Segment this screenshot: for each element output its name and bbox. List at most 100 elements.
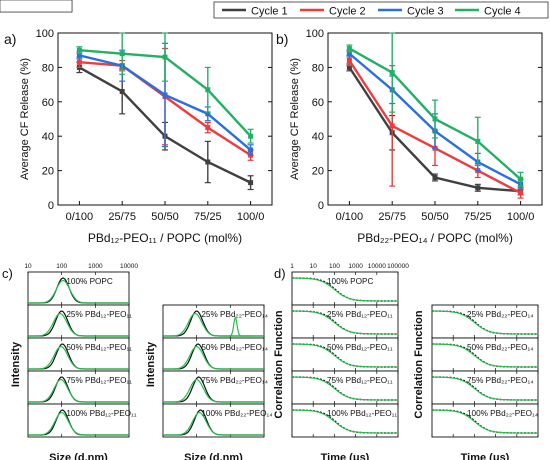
x-axis-label: Time (μs) [321,452,370,460]
row-label: 100% PBd₂₂-PEO₁₄ [467,409,539,418]
data-point [475,185,481,191]
row-frame [291,370,399,405]
final-correlation [292,409,398,434]
stack-panel-5: 25% PBd₂₂-PEO₁₄ 50% PBd₂₂-PEO₁₄ 75% PBd₂₂-… [413,304,539,460]
row-label: 100% POPC [327,277,374,286]
row-label: 75% PBd₁₂-PEO₁₁ [66,376,132,385]
data-point [432,174,438,180]
mini-legend-initial: Initial [0,0,25,3]
top-tick-label: 10 [310,263,318,270]
row-frame [27,337,130,372]
final-correlation [292,310,398,335]
data-point [432,116,438,122]
row-frame [162,370,265,405]
final-correlation [432,376,538,401]
panel-label: c) [2,266,13,281]
data-point [389,123,395,129]
top-tick-label: 1 [290,263,294,270]
final-correlation [432,343,538,368]
y-tick-label: 60 [42,97,54,109]
row-frame [291,271,399,306]
data-point [389,70,395,76]
x-axis-label: PBd₂₂-PEO₁₄ / POPC (mol%) [357,231,513,245]
data-point [205,159,211,165]
top-tick-label: 10000 [368,263,386,270]
data-point [76,47,82,53]
row-label: 25% PBd₂₂-PEO₁₄ [467,310,534,319]
final-correlation [432,310,538,335]
top-tick-label: 100 [329,263,340,270]
final-distribution [163,411,264,436]
row-frame [431,403,539,438]
final-correlation [292,376,398,401]
row-frame [27,403,130,438]
y-tick-label: 80 [312,62,324,74]
y-tick-label: 20 [312,166,324,178]
x-tick-label: 100/0 [237,211,265,223]
data-point [475,138,481,144]
data-point [518,190,524,196]
final-distribution [28,279,129,304]
row-frame [291,304,399,339]
row-label: 25% PBd₁₂-PEO₁₁ [327,310,393,319]
y-tick-label: 80 [42,62,54,74]
legend-label: Cycle 3 [407,6,444,18]
data-point [205,125,211,131]
data-point [346,51,352,57]
top-tick-label: 10000 [120,263,138,270]
data-point [518,176,524,182]
y-tick-label: 60 [312,97,324,109]
chart-panel-a: 0 20 40 60 80 100 0/100 25/75 50/50 75/25 100/0 PBd… [4,28,273,245]
row-frame [27,304,130,339]
panel-label: d) [274,266,286,281]
final-distribution [28,411,129,436]
final-distribution [28,378,129,403]
row-frame [27,271,130,306]
x-tick-label: 25/75 [108,211,136,223]
top-tick-label: 100 [56,263,67,270]
row-frame [291,403,399,438]
top-tick-label: 10 [24,263,32,270]
stack-panel-3: 25% PBd₂₂-PEO₁₄ 50% PBd₂₂-PEO₁₄ 75% PBd₂₂-… [145,304,273,460]
y-tick-label: 100 [306,28,324,40]
x-axis-label: PBd₁₂-PEO₁₁ / POPC (mol%) [88,231,242,245]
data-point [205,87,211,93]
data-point [162,54,168,60]
chart-panel-b: 0 20 40 60 80 100 0/100 25/75 50/50 75/25 100/0 PBd… [276,28,543,245]
mini-legend-final: Final [0,0,22,3]
row-label: 75% PBd₂₂-PEO₁₄ [201,376,268,385]
y-axis-label: Average CF Release (%) [289,58,301,180]
x-tick-label: 0/100 [336,211,364,223]
panel-label: b) [276,31,288,47]
x-tick-label: 0/100 [66,211,94,223]
x-tick-label: 25/75 [378,211,406,223]
row-label: 100% PBd₂₂-PEO₁₄ [201,409,273,418]
x-axis-label: Size (d.nm) [49,452,108,460]
row-label: 100% PBd₁₂-PEO₁₁ [327,409,397,418]
data-point [76,59,82,65]
row-label: 75% PBd₂₂-PEO₁₄ [467,376,534,385]
row-label: 50% PBd₂₂-PEO₁₄ [467,343,534,352]
legend-label: Cycle 2 [329,6,366,18]
data-point [119,88,125,94]
final-distribution [163,345,264,370]
data-point [248,180,254,186]
y-tick-label: 40 [312,131,324,143]
row-label: 25% PBd₁₂-PEO₁₁ [66,310,132,319]
y-axis-label: Intensity [10,341,22,387]
row-label: 100% POPC [66,277,113,286]
y-axis-label: Average CF Release (%) [19,58,31,180]
x-tick-label: 100/0 [507,211,535,223]
final-correlation [292,343,398,368]
legend: Cycle 1 Cycle 2 Cycle 3 Cycle 4 [213,1,549,19]
data-point [119,51,125,57]
row-frame [162,304,265,339]
row-frame [431,337,539,372]
data-point [76,52,82,58]
y-tick-label: 100 [36,28,54,40]
top-tick-label: 100000 [387,263,409,270]
row-frame [162,403,265,438]
data-point [162,92,168,98]
